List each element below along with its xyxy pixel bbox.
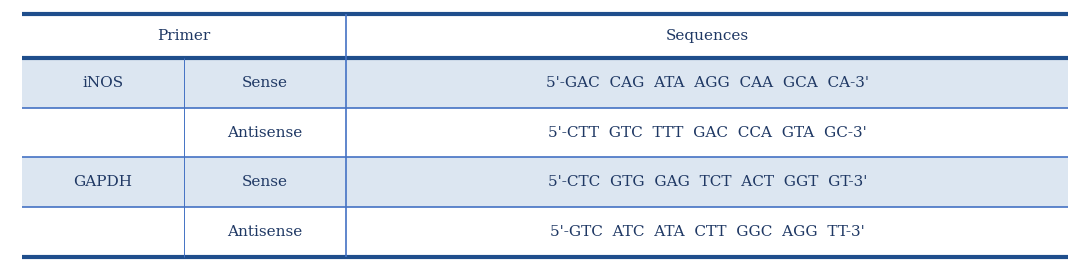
- Text: GAPDH: GAPDH: [73, 175, 132, 189]
- Text: 5'-CTC  GTG  GAG  TCT  ACT  GGT  GT-3': 5'-CTC GTG GAG TCT ACT GGT GT-3': [547, 175, 867, 189]
- Bar: [22, 157, 1068, 207]
- Text: Sequences: Sequences: [666, 29, 749, 43]
- Text: Sense: Sense: [242, 175, 288, 189]
- Text: 5'-CTT  GTC  TTT  GAC  CCA  GTA  GC-3': 5'-CTT GTC TTT GAC CCA GTA GC-3': [548, 126, 867, 140]
- Text: 5'-GAC  CAG  ATA  AGG  CAA  GCA  CA-3': 5'-GAC CAG ATA AGG CAA GCA CA-3': [546, 76, 869, 90]
- Bar: [22, 108, 1068, 157]
- Text: 5'-GTC  ATC  ATA  CTT  GGC  AGG  TT-3': 5'-GTC ATC ATA CTT GGC AGG TT-3': [549, 225, 864, 239]
- Text: Antisense: Antisense: [228, 126, 303, 140]
- Text: Sense: Sense: [242, 76, 288, 90]
- Text: Antisense: Antisense: [228, 225, 303, 239]
- Bar: [22, 207, 1068, 256]
- Bar: [22, 59, 1068, 108]
- Text: iNOS: iNOS: [83, 76, 123, 90]
- Text: Primer: Primer: [157, 29, 210, 43]
- Bar: [22, 14, 1068, 59]
